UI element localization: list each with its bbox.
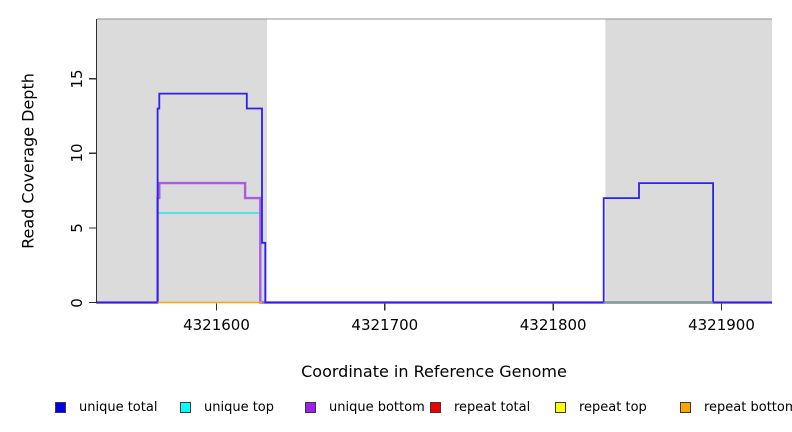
legend-label: unique bottom [329,399,425,415]
legend-swatch-icon [305,401,316,413]
y-axis-title: Read Coverage Depth [18,73,38,249]
x-tick-label: 4321600 [183,316,250,334]
x-tick-label: 4321800 [519,316,587,334]
legend-item-unique-top: unique top [180,399,274,415]
left-repeat-region-band [97,19,268,303]
legend-label: unique top [204,399,275,415]
y-tick-label: 10 [68,143,86,163]
legend-item-repeat-total: repeat total [430,399,530,415]
legend-item-repeat-top: repeat top [555,399,647,415]
legend-label: repeat top [579,399,647,415]
y-tick-label: 0 [68,297,86,308]
legend-label: repeat bottom [704,399,792,415]
right-repeat-region-band [605,19,772,303]
x-tick-label: 4321700 [351,316,419,334]
legend-swatch-icon [430,401,441,413]
legend-item-unique-total: unique total [55,399,157,415]
legend-item-unique-bottom: unique bottom [305,399,425,415]
legend-label: unique total [79,399,158,415]
legend-swatch-icon [180,401,191,413]
legend-swatch-icon [55,401,66,413]
legend-label: repeat total [454,399,531,415]
legend-swatch-icon [555,401,566,413]
x-tick-label: 4321900 [688,316,755,334]
y-tick-label: 5 [68,223,86,233]
y-tick-label: 15 [68,69,86,89]
legend-swatch-icon [680,401,691,413]
series-line-unique-total [97,92,772,304]
x-axis-title: Coordinate in Reference Genome [301,362,567,381]
legend-item-repeat-bottom: repeat bottom [680,399,792,415]
